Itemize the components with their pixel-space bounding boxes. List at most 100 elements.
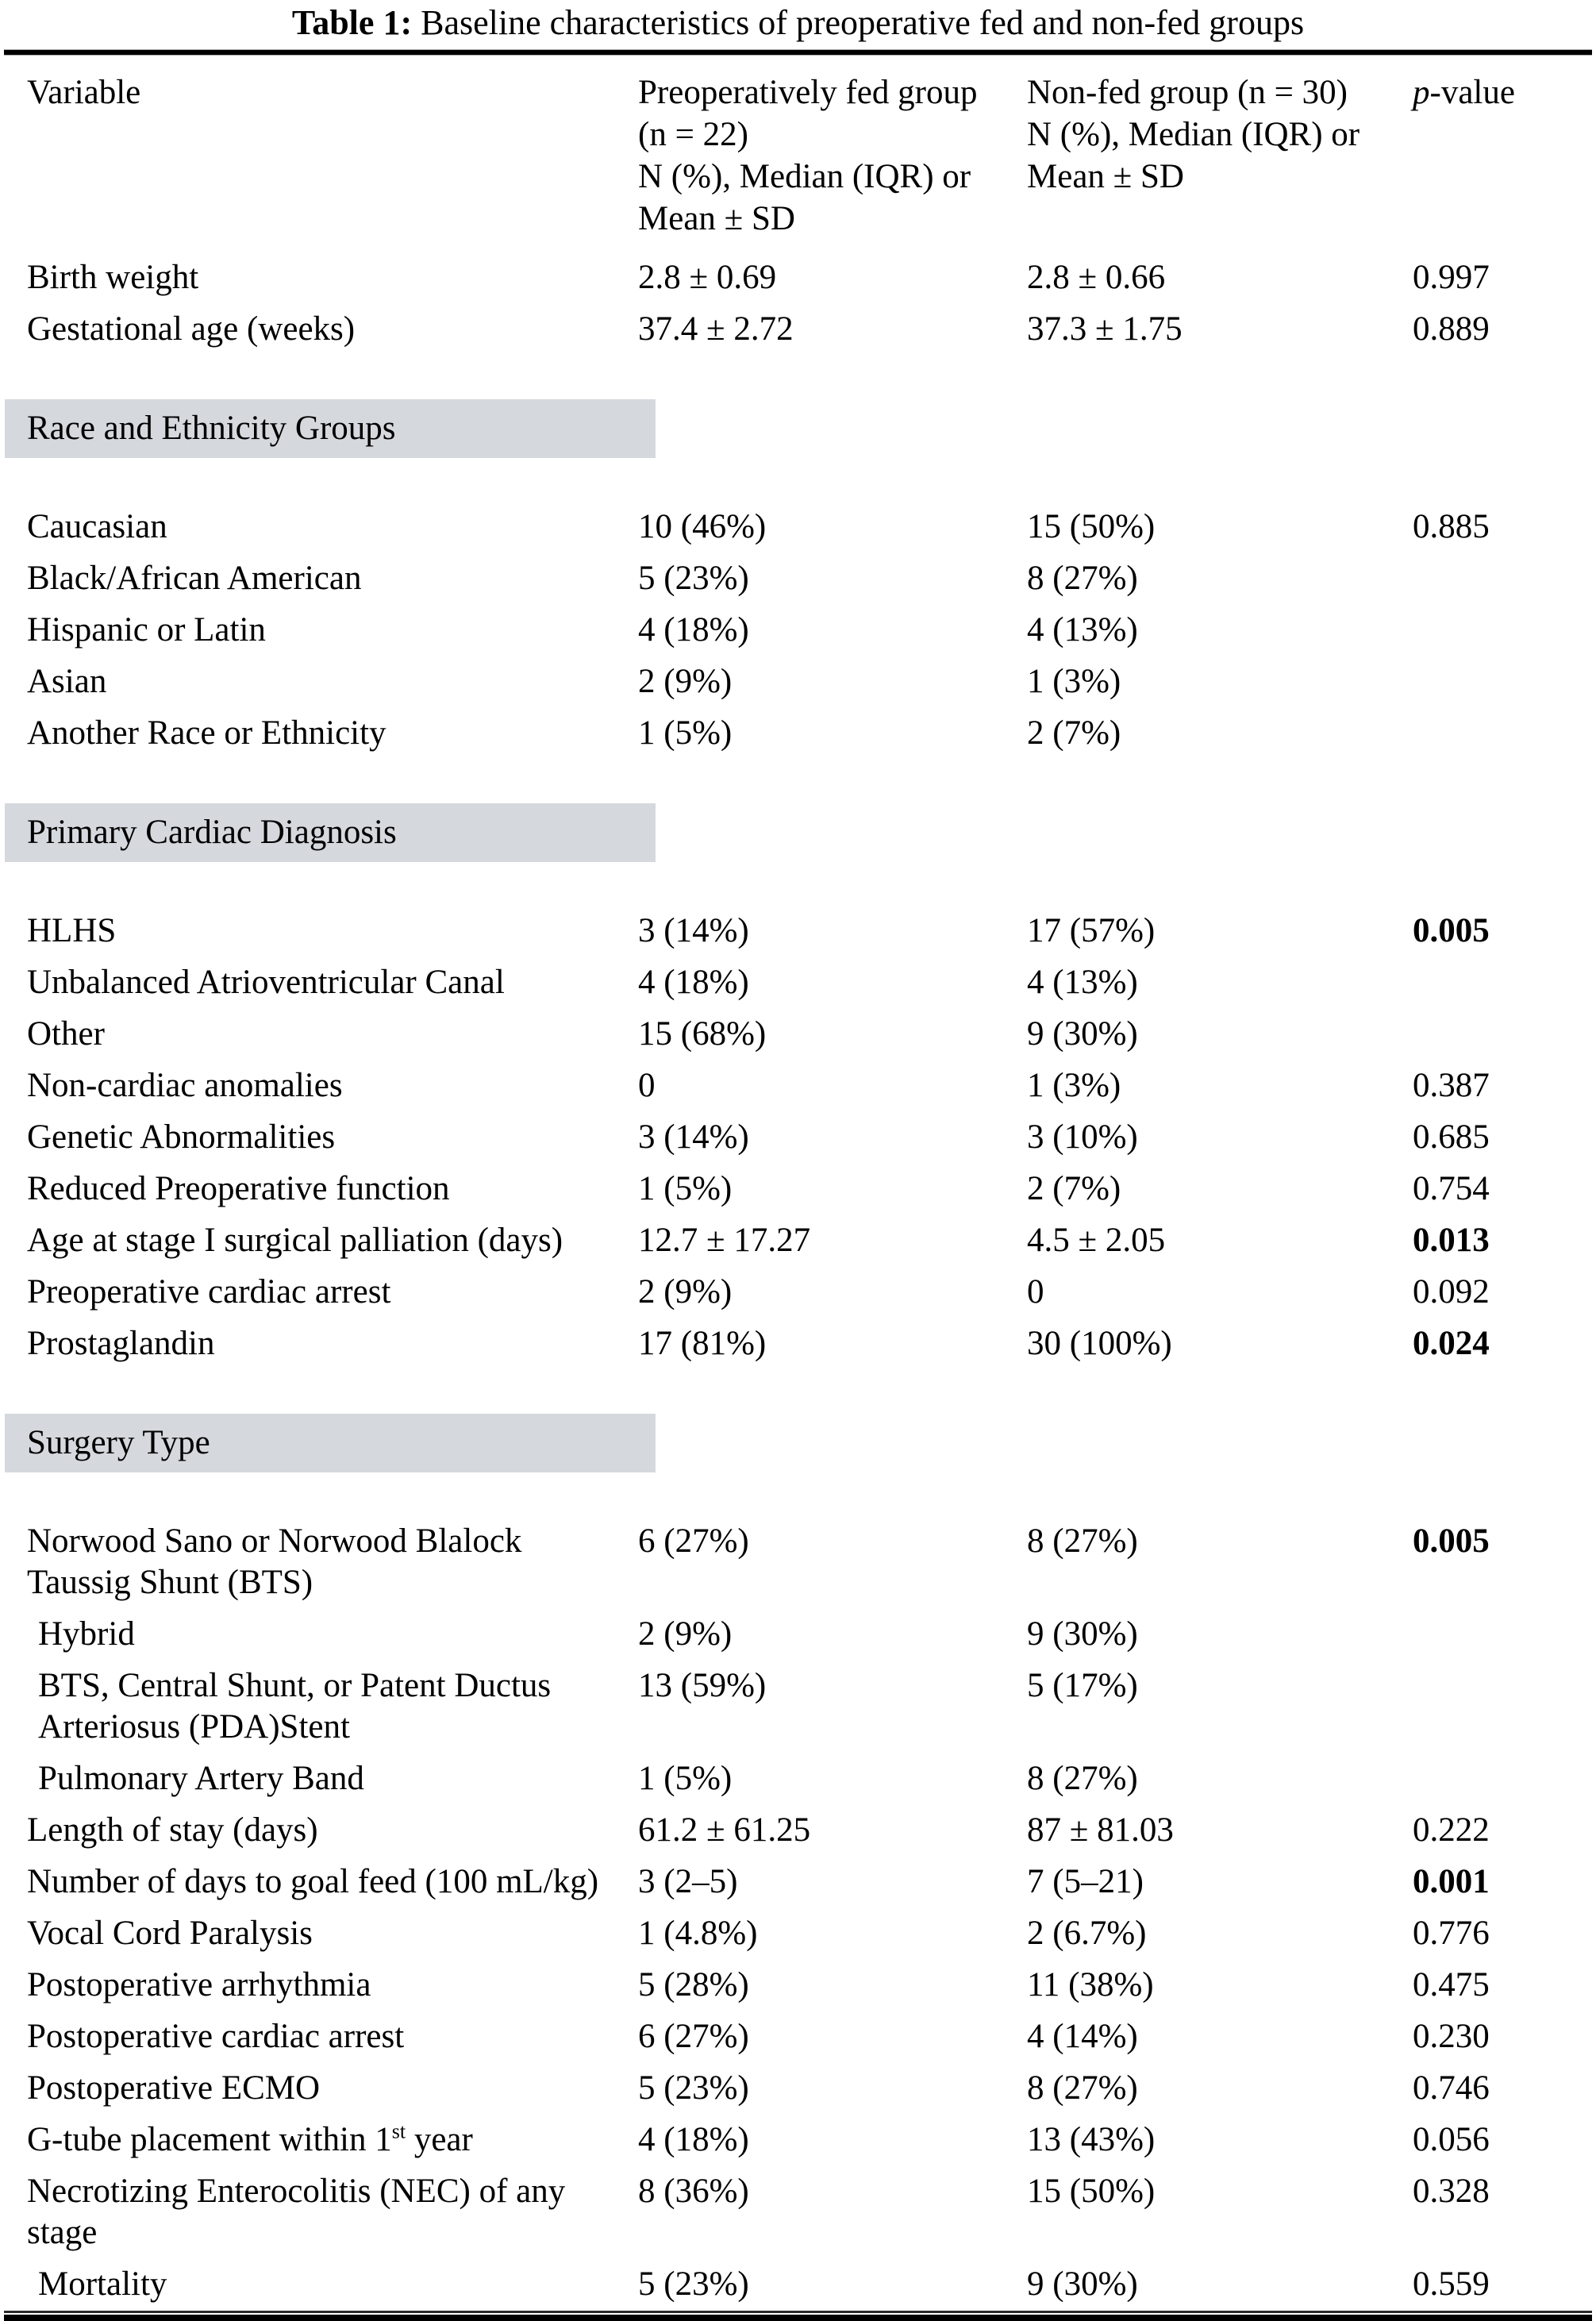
p-value: 0.013 (1413, 1222, 1490, 1259)
nonfed-value: 2 (7%) (1027, 1170, 1121, 1207)
fed-value: 4 (18%) (638, 2121, 749, 2158)
fed-value: 4 (18%) (638, 964, 749, 1001)
table-row: Asian 2 (9%) 1 (3%) (10, 656, 1586, 708)
nonfed-value: 13 (43%) (1027, 2121, 1156, 2158)
row-label: Birth weight (27, 259, 199, 296)
row-label: Postoperative cardiac arrest (27, 2018, 405, 2055)
section-cell: Primary Cardiac Diagnosis (5, 760, 1586, 906)
p-value: 0.005 (1413, 912, 1490, 949)
table-row: Postoperative arrhythmia 5 (28%) 11 (38%… (10, 1960, 1586, 2011)
table-number-label: Table 1: (291, 3, 413, 42)
p-value: 0.056 (1413, 2121, 1490, 2158)
nonfed-value: 87 ± 81.03 (1027, 1811, 1174, 1849)
table-row: Birth weight 2.8 ± 0.69 2.8 ± 0.66 0.997 (10, 252, 1586, 304)
nonfed-value: 8 (27%) (1027, 1522, 1138, 1560)
bottom-rule-thick (4, 2315, 1592, 2321)
row-label: Hispanic or Latin (27, 611, 266, 649)
p-value (1398, 605, 1586, 656)
p-value (1398, 708, 1586, 760)
p-value: 0.885 (1413, 508, 1490, 545)
nonfed-value: 2 (7%) (1027, 714, 1121, 752)
fed-value: 12.7 ± 17.27 (638, 1222, 811, 1259)
table-row: Pulmonary Artery Band 1 (5%) 8 (27%) (10, 1753, 1586, 1805)
table-row: Prostaglandin 17 (81%) 30 (100%) 0.024 (10, 1318, 1586, 1370)
nonfed-value: 1 (3%) (1027, 1067, 1121, 1104)
table-row: Postoperative ECMO 5 (23%) 8 (27%) 0.746 (10, 2063, 1586, 2115)
nonfed-value: 3 (10%) (1027, 1118, 1138, 1156)
p-value: 0.559 (1413, 2265, 1490, 2303)
section-cell: Surgery Type (5, 1370, 1586, 1516)
nonfed-value: 8 (27%) (1027, 1760, 1138, 1797)
nonfed-value: 1 (3%) (1027, 663, 1121, 700)
table-row: Non-cardiac anomalies 0 1 (3%) 0.387 (10, 1060, 1586, 1112)
fed-value: 1 (5%) (638, 1170, 733, 1207)
table-row: Preoperative cardiac arrest 2 (9%) 0 0.0… (10, 1267, 1586, 1318)
table-row: Vocal Cord Paralysis 1 (4.8%) 2 (6.7%) 0… (10, 1908, 1586, 1960)
row-label: BTS, Central Shunt, or Patent Ductus Art… (38, 1667, 552, 1746)
row-label: Unbalanced Atrioventricular Canal (27, 964, 505, 1001)
nonfed-value: 4 (13%) (1027, 964, 1138, 1001)
fed-value: 5 (28%) (638, 1966, 749, 2003)
fed-value: 5 (23%) (638, 2265, 749, 2303)
nonfed-value: 0 (1027, 1273, 1044, 1311)
row-label: Pulmonary Artery Band (38, 1760, 364, 1797)
fed-value: 1 (5%) (638, 714, 733, 752)
table-row: Other 15 (68%) 9 (30%) (10, 1009, 1586, 1060)
fed-value: 4 (18%) (638, 611, 749, 649)
bottom-rule (4, 2311, 1592, 2313)
superscript: st (391, 2119, 406, 2143)
table-row: Necrotizing Enterocolitis (NEC) of any s… (10, 2166, 1586, 2259)
table-row: Number of days to goal feed (100 mL/kg) … (10, 1857, 1586, 1908)
p-value: 0.387 (1413, 1067, 1490, 1104)
row-label: G-tube placement within 1st year (27, 2119, 473, 2158)
nonfed-value: 2.8 ± 0.66 (1027, 259, 1166, 296)
row-label: Reduced Preoperative function (27, 1170, 450, 1207)
nonfed-value: 9 (30%) (1027, 1015, 1138, 1053)
fed-value: 6 (27%) (638, 2018, 749, 2055)
fed-value: 2 (9%) (638, 1615, 733, 1653)
nonfed-value: 4 (13%) (1027, 611, 1138, 649)
fed-value: 15 (68%) (638, 1015, 767, 1053)
p-value (1398, 656, 1586, 708)
p-value: 0.776 (1413, 1915, 1490, 1952)
fed-value: 61.2 ± 61.25 (638, 1811, 811, 1849)
nonfed-value: 7 (5–21) (1027, 1863, 1144, 1900)
table-row: Length of stay (days) 61.2 ± 61.25 87 ± … (10, 1805, 1586, 1857)
table-row: Age at stage I surgical palliation (days… (10, 1215, 1586, 1267)
p-value: 0.475 (1413, 1966, 1490, 2003)
nonfed-value: 4.5 ± 2.05 (1027, 1222, 1166, 1259)
table-row: Caucasian 10 (46%) 15 (50%) 0.885 (10, 502, 1586, 553)
p-value-suffix: -value (1429, 74, 1515, 111)
p-value: 0.746 (1413, 2069, 1490, 2107)
section-row: Primary Cardiac Diagnosis (5, 760, 1586, 906)
row-label: Genetic Abnormalities (27, 1118, 336, 1156)
p-value (1398, 553, 1586, 605)
table-body: Birth weight 2.8 ± 0.69 2.8 ± 0.66 0.997… (5, 252, 1586, 2311)
fed-value: 10 (46%) (638, 508, 767, 545)
p-value: 0.001 (1413, 1863, 1490, 1900)
fed-value: 2 (9%) (638, 663, 733, 700)
nonfed-value: 9 (30%) (1027, 2265, 1138, 2303)
section-band: Race and Ethnicity Groups (5, 399, 656, 458)
fed-value: 2 (9%) (638, 1273, 733, 1311)
nonfed-value: 30 (100%) (1027, 1325, 1172, 1362)
p-value: 0.024 (1413, 1325, 1490, 1362)
col-header-nonfed-group: Non-fed group (n = 30) N (%), Median (IQ… (1027, 74, 1360, 195)
p-value (1398, 1009, 1586, 1060)
row-label: Black/African American (27, 560, 362, 597)
nonfed-value: 4 (14%) (1027, 2018, 1138, 2055)
row-label: Vocal Cord Paralysis (27, 1915, 313, 1952)
row-label: Length of stay (days) (27, 1811, 318, 1849)
p-value: 0.092 (1413, 1273, 1490, 1311)
table-row: Norwood Sano or Norwood Blalock Taussig … (10, 1516, 1586, 1609)
nonfed-value: 2 (6.7%) (1027, 1915, 1147, 1952)
table-row: Unbalanced Atrioventricular Canal 4 (18%… (10, 957, 1586, 1009)
row-label: Non-cardiac anomalies (27, 1067, 343, 1104)
p-value: 0.685 (1413, 1118, 1490, 1156)
table-row: Gestational age (weeks) 37.4 ± 2.72 37.3… (10, 304, 1586, 356)
nonfed-value: 37.3 ± 1.75 (1027, 310, 1183, 348)
fed-value: 5 (23%) (638, 560, 749, 597)
nonfed-value: 11 (38%) (1027, 1966, 1154, 2003)
p-value: 0.889 (1413, 310, 1490, 348)
nonfed-value: 15 (50%) (1027, 2173, 1156, 2210)
